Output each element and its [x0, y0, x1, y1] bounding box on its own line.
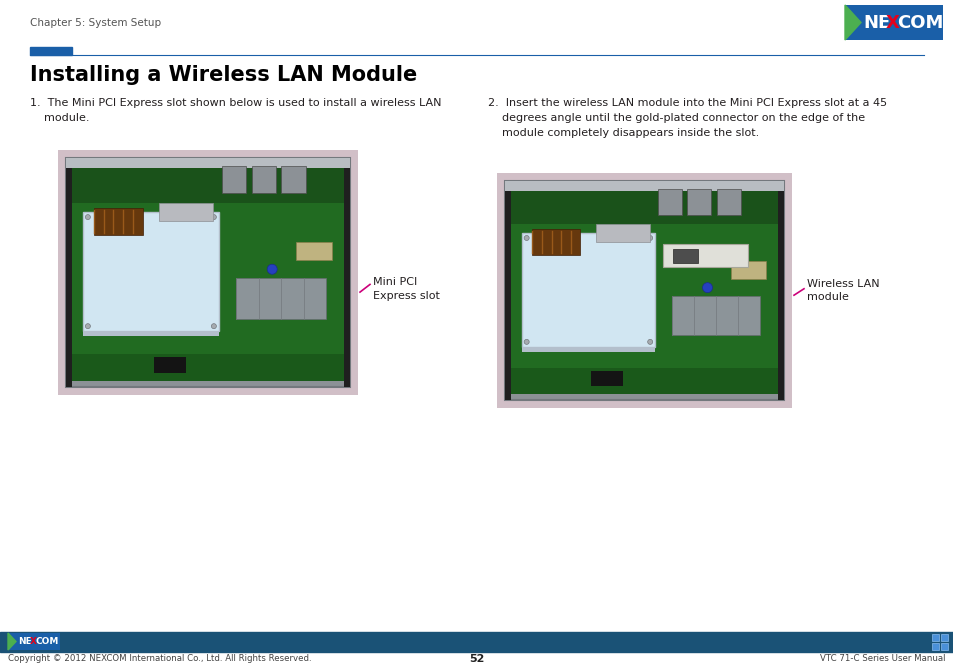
Bar	[591, 371, 622, 386]
Bar	[931, 643, 938, 650]
Bar	[511, 187, 778, 224]
Bar	[672, 249, 697, 263]
Bar	[344, 158, 350, 387]
Text: NE: NE	[18, 638, 31, 646]
Bar	[716, 189, 740, 215]
Bar	[0, 632, 953, 652]
Circle shape	[701, 283, 712, 292]
Bar	[93, 208, 143, 235]
Bar	[66, 158, 71, 387]
Bar	[66, 158, 350, 387]
Text: VTC 71-C Series User Manual: VTC 71-C Series User Manual	[820, 654, 945, 663]
Bar	[83, 331, 218, 336]
Bar	[71, 353, 344, 381]
Bar	[504, 181, 783, 400]
Bar	[71, 164, 344, 203]
Bar	[844, 5, 942, 40]
Text: Installing a Wireless LAN Module: Installing a Wireless LAN Module	[30, 65, 416, 85]
Polygon shape	[8, 633, 16, 650]
Bar	[658, 189, 681, 215]
Circle shape	[523, 339, 529, 344]
Bar	[730, 261, 765, 278]
Bar	[83, 212, 218, 331]
Circle shape	[85, 324, 91, 329]
Bar	[71, 164, 344, 381]
Bar	[159, 203, 213, 221]
Circle shape	[212, 324, 216, 329]
Bar	[931, 634, 938, 641]
Text: Wireless LAN
module: Wireless LAN module	[806, 279, 879, 302]
Bar	[66, 158, 350, 168]
Bar	[58, 150, 357, 395]
Text: Mini PCI
Express slot: Mini PCI Express slot	[373, 278, 439, 300]
Bar	[236, 278, 326, 319]
Text: COM: COM	[896, 15, 943, 32]
Text: Copyright © 2012 NEXCOM International Co., Ltd. All Rights Reserved.: Copyright © 2012 NEXCOM International Co…	[8, 654, 312, 663]
Bar	[504, 181, 511, 400]
Bar	[686, 189, 711, 215]
Circle shape	[212, 214, 216, 220]
Circle shape	[523, 235, 529, 241]
Bar	[8, 633, 60, 650]
Text: COM: COM	[36, 638, 59, 646]
Text: X: X	[885, 15, 899, 32]
Text: 1.  The Mini PCI Express slot shown below is used to install a wireless LAN
    : 1. The Mini PCI Express slot shown below…	[30, 98, 441, 123]
Bar	[281, 166, 306, 194]
Bar	[532, 228, 579, 255]
Bar	[778, 181, 783, 400]
Circle shape	[85, 214, 91, 220]
Bar	[940, 643, 947, 650]
Bar	[295, 242, 332, 259]
Bar	[511, 368, 778, 394]
Bar	[504, 181, 783, 191]
Circle shape	[647, 235, 652, 241]
Bar	[662, 245, 747, 267]
Bar	[153, 357, 186, 372]
Bar	[511, 187, 778, 394]
Bar	[30, 47, 71, 55]
Bar	[521, 347, 655, 352]
Bar	[596, 224, 649, 242]
Bar	[252, 166, 275, 194]
Bar	[940, 634, 947, 641]
Bar	[521, 233, 655, 347]
Text: X: X	[30, 638, 37, 646]
Text: 2.  Insert the wireless LAN module into the Mini PCI Express slot at a 45
    de: 2. Insert the wireless LAN module into t…	[488, 98, 886, 138]
Text: 52: 52	[469, 654, 484, 664]
Text: NE: NE	[862, 15, 889, 32]
Circle shape	[647, 339, 652, 344]
Bar	[497, 173, 791, 408]
Circle shape	[267, 264, 277, 274]
Bar	[672, 296, 760, 335]
Text: Chapter 5: System Setup: Chapter 5: System Setup	[30, 18, 161, 28]
Polygon shape	[844, 5, 861, 40]
Bar	[221, 166, 246, 194]
